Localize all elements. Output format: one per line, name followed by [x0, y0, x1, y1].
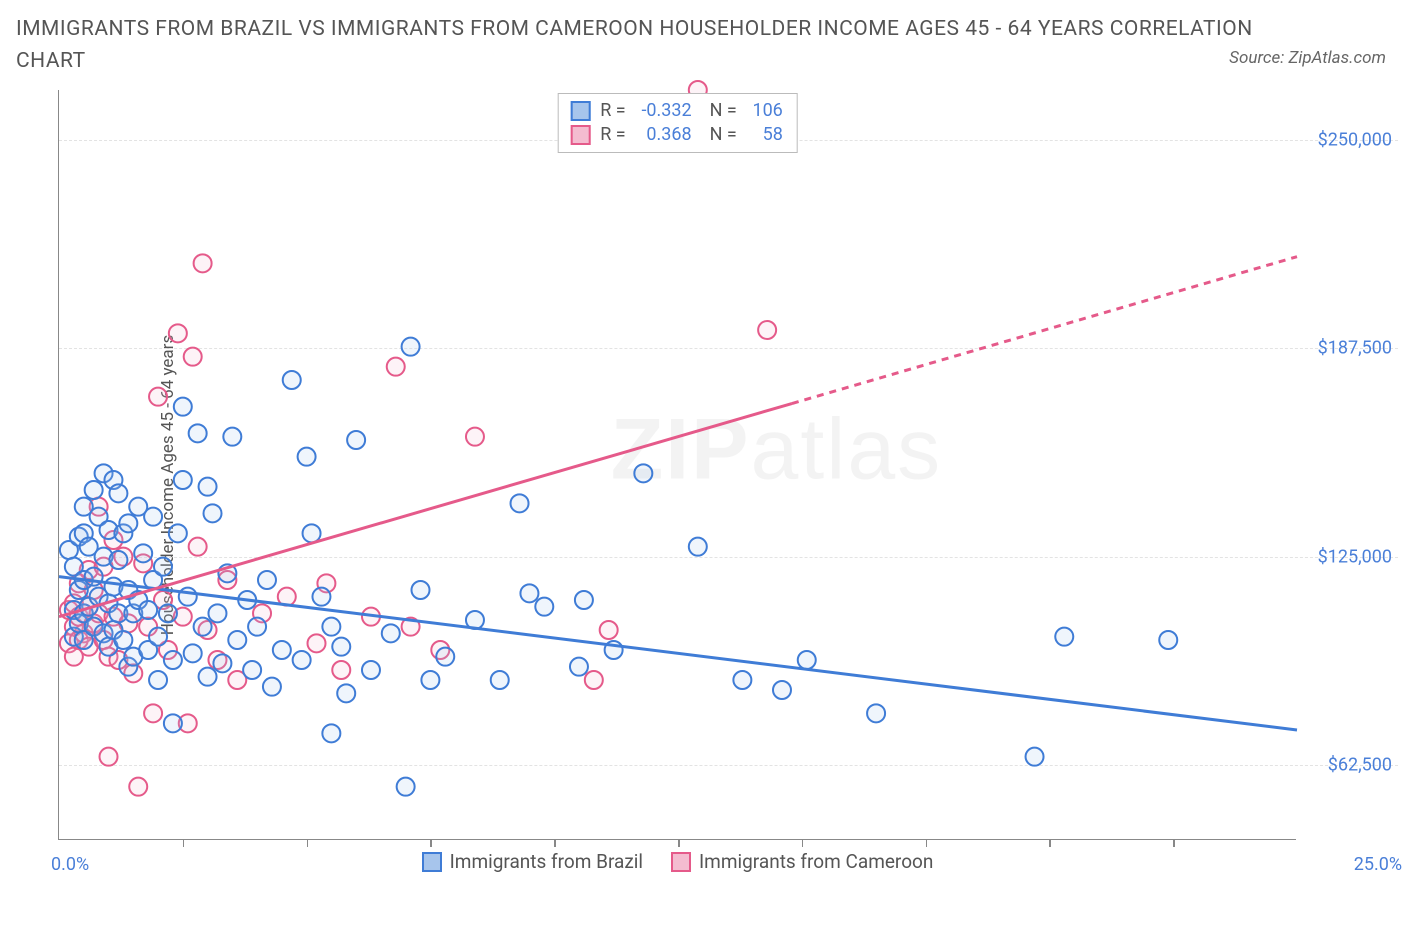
- legend-n-label: N =: [710, 123, 737, 147]
- y-tick-label: $187,500: [1302, 338, 1392, 359]
- legend-label-cameroon: Immigrants from Cameroon: [699, 850, 933, 873]
- source-attribution: Source: ZipAtlas.com: [1229, 48, 1386, 68]
- plot-region: ZIPatlas $62,500$125,000$187,500$250,000…: [58, 90, 1296, 840]
- legend-swatch-brazil: [570, 101, 590, 121]
- legend-r-label: R =: [600, 99, 625, 123]
- legend-r-value-cameroon: 0.368: [636, 123, 692, 147]
- chart-area: Householder Income Ages 45 - 64 years ZI…: [58, 90, 1398, 880]
- chart-title: IMMIGRANTS FROM BRAZIL VS IMMIGRANTS FRO…: [16, 14, 1266, 77]
- y-tick-label: $125,000: [1302, 546, 1392, 567]
- legend-stats: R = -0.332 N = 106 R = 0.368 N = 58: [557, 93, 798, 153]
- legend-n-value-cameroon: 58: [747, 123, 783, 147]
- legend-label-brazil: Immigrants from Brazil: [450, 850, 643, 873]
- x-axis-max-label: 25.0%: [1354, 854, 1402, 875]
- legend-n-value-brazil: 106: [747, 99, 783, 123]
- scatter-overlay: [59, 90, 1297, 840]
- legend-swatch-cameroon: [570, 125, 590, 145]
- y-tick-label: $250,000: [1302, 130, 1392, 151]
- legend-item-brazil: Immigrants from Brazil: [422, 850, 643, 873]
- legend-n-label: N =: [710, 99, 737, 123]
- legend-stats-row-cameroon: R = 0.368 N = 58: [570, 123, 783, 147]
- legend-series: Immigrants from Brazil Immigrants from C…: [59, 850, 1296, 873]
- legend-stats-row-brazil: R = -0.332 N = 106: [570, 99, 783, 123]
- legend-swatch-cameroon: [671, 852, 691, 872]
- legend-r-value-brazil: -0.332: [636, 99, 692, 123]
- legend-r-label: R =: [600, 123, 625, 147]
- legend-item-cameroon: Immigrants from Cameroon: [671, 850, 933, 873]
- y-tick-label: $62,500: [1302, 755, 1392, 776]
- legend-swatch-brazil: [422, 852, 442, 872]
